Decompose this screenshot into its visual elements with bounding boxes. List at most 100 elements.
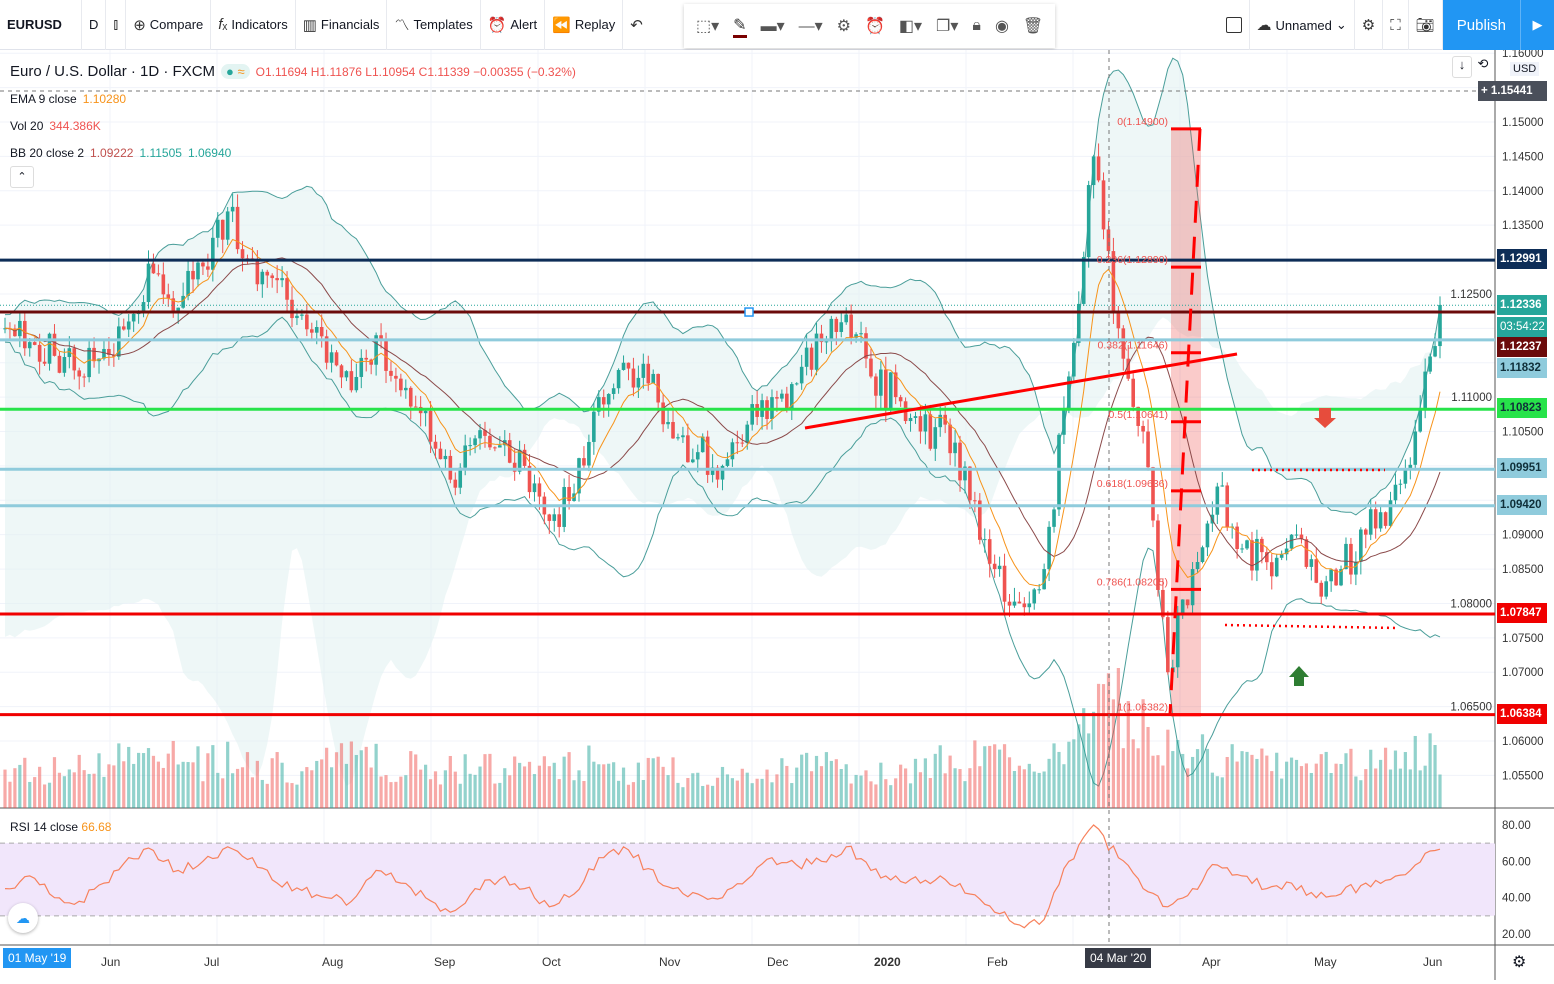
volume-bar	[87, 773, 91, 808]
candle-body	[1393, 484, 1398, 501]
templates-button[interactable]: 〽 Templates	[387, 0, 481, 50]
volume-bar	[849, 783, 853, 808]
volume-bar	[587, 745, 591, 808]
play-button[interactable]: ▶	[1520, 0, 1554, 50]
financials-label: Financials	[320, 17, 380, 32]
candle-body	[42, 361, 47, 364]
candle-body	[1363, 529, 1368, 535]
candle-body	[898, 397, 903, 402]
candle-body	[1161, 589, 1165, 618]
volume-bar	[1359, 780, 1363, 808]
volume-bar	[1190, 756, 1195, 808]
volume-bar	[1388, 769, 1393, 808]
publish-button[interactable]: Publish	[1442, 0, 1520, 50]
rsi-legend[interactable]: RSI 14 close 66.68	[10, 820, 111, 834]
auto-scale-icon[interactable]: ⟲	[1477, 56, 1489, 71]
chart-style-button[interactable]: ⫾	[106, 0, 127, 50]
volume-bar	[414, 754, 418, 808]
volume-bar	[255, 760, 259, 808]
pen-color-icon[interactable]: ✎	[733, 15, 747, 38]
candle-body	[879, 369, 883, 396]
volume-bar	[1096, 683, 1101, 808]
candle-body	[473, 438, 477, 446]
fib-level-label: 0.382(1.11646)	[1098, 340, 1168, 352]
candle-body	[676, 437, 680, 439]
select-area-icon[interactable]: ⬚▾	[696, 18, 720, 35]
volume-bar	[1294, 759, 1299, 808]
ema-legend[interactable]: EMA 9 close 1.10280	[10, 85, 576, 112]
alarm-clock-icon: ⏰	[487, 16, 507, 34]
tradingview-logo-icon[interactable]: ☁	[8, 903, 38, 933]
candle-body	[1304, 539, 1309, 567]
collapse-legend-button[interactable]: ⌃	[10, 166, 34, 188]
volume-bar	[1220, 777, 1224, 808]
candle-body	[1032, 589, 1037, 604]
replay-button[interactable]: ⏪ Replay	[545, 0, 624, 50]
alert-drawing-icon[interactable]: ⏰	[864, 18, 885, 35]
line-style-icon[interactable]: —▾	[798, 18, 823, 35]
visual-order-icon[interactable]: ◧▾	[898, 18, 923, 35]
candle-body	[888, 372, 893, 409]
chevron-down-icon: ⌄	[1335, 17, 1347, 32]
trash-icon[interactable]: 🗑︎	[1022, 18, 1044, 35]
financials-button[interactable]: ▥ Financials	[296, 0, 388, 50]
candle-body	[1265, 552, 1269, 563]
settings-icon[interactable]: ⚙	[836, 18, 851, 35]
volume-bar	[646, 757, 650, 808]
chart-canvas[interactable]: 0(1.14900) 0.236(1.12890) 0.382(1.11646) 0.…	[0, 50, 1554, 984]
multi-chart-checkbox[interactable]	[1219, 0, 1250, 50]
volume-bar	[933, 753, 937, 808]
bb-basis: 1.09222	[90, 145, 134, 160]
hide-icon[interactable]: ◉	[994, 18, 1009, 35]
clone-icon[interactable]: ❐▾	[936, 18, 959, 35]
time-tick: Apr	[1202, 955, 1221, 969]
snapshot-button[interactable]: 📷︎	[1409, 0, 1443, 50]
interval-button[interactable]: D	[82, 0, 107, 50]
candle-body	[859, 333, 863, 335]
symbol-title[interactable]: Euro / U.S. Dollar · 1D · FXCM	[10, 63, 216, 80]
indicators-button[interactable]: fₓ Indicators	[211, 0, 296, 50]
fullscreen-button[interactable]: ⛶	[1383, 0, 1409, 50]
volume-bar	[468, 773, 472, 808]
volume-bar	[1364, 769, 1368, 808]
alert-label: Alert	[510, 17, 538, 32]
support-dotted-line	[1224, 623, 1399, 630]
compare-button[interactable]: ⊕ Compare	[126, 0, 212, 50]
bb-upper-line	[4, 57, 1441, 516]
candle-body	[611, 388, 616, 394]
scroll-down-icon[interactable]: ↓	[1452, 56, 1472, 78]
candle-body	[1022, 603, 1027, 608]
candle-body	[933, 427, 938, 449]
indicators-label: Indicators	[231, 17, 288, 32]
chart-settings-button[interactable]: ⚙	[1355, 0, 1384, 50]
candle-body	[404, 387, 408, 391]
volume-bar	[913, 758, 918, 808]
volume-bar	[1037, 772, 1041, 808]
candle-body	[785, 393, 789, 409]
candle-body	[408, 387, 413, 407]
volume-bar	[458, 783, 462, 808]
candle-body	[305, 314, 309, 330]
volume-bar	[275, 752, 279, 808]
alert-button[interactable]: ⏰ Alert	[481, 0, 546, 50]
candle-body	[339, 365, 344, 378]
undo-button[interactable]: ↶	[623, 0, 650, 50]
volume-bar	[1339, 763, 1343, 808]
candle-body	[1269, 562, 1274, 577]
volume-bar	[1215, 776, 1219, 808]
volume-legend[interactable]: Vol 20 344.386K	[10, 112, 576, 139]
candle-body	[364, 357, 369, 360]
bb-legend[interactable]: BB 20 close 2 1.09222 1.11505 1.06940	[10, 139, 576, 166]
volume-bar	[231, 773, 235, 808]
candle-body	[349, 371, 354, 391]
lock-icon[interactable]: 🔒︎	[972, 17, 981, 34]
templates-label: Templates	[413, 17, 473, 32]
line-width-icon[interactable]: ▬▾	[760, 18, 785, 35]
volume-bar	[1270, 771, 1274, 808]
candle-body	[1091, 156, 1096, 186]
symbol-search-button[interactable]: EURUSD	[0, 0, 82, 50]
layout-name-button[interactable]: ☁ Unnamed ⌄	[1250, 0, 1355, 50]
candle-body	[453, 479, 458, 488]
volume-bar	[1101, 684, 1106, 808]
axis-settings-icon[interactable]: ⚙	[1512, 954, 1527, 971]
